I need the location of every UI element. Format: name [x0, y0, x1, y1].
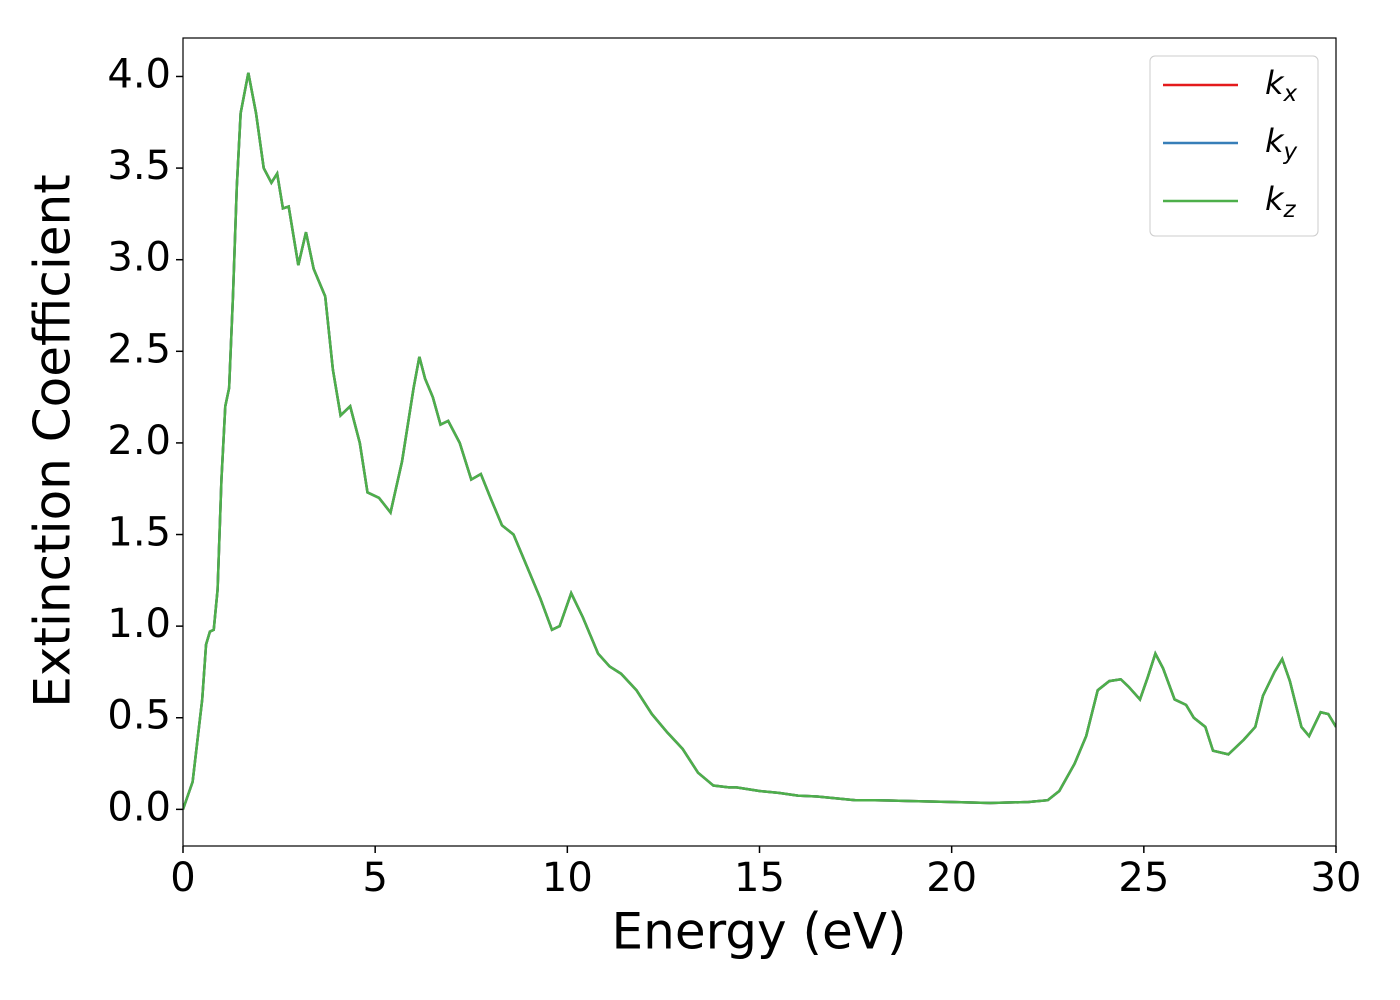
- legend-label: kz: [1265, 180, 1297, 223]
- axes-frame: [182, 37, 1337, 847]
- x-tick-label: 5: [362, 855, 387, 901]
- y-tick-label: 1.5: [107, 510, 171, 556]
- y-axis-label: Extinction Coefficient: [24, 174, 82, 708]
- legend-label: ky: [1265, 122, 1298, 165]
- x-tick-label: 20: [926, 855, 977, 901]
- x-tick-label: 15: [734, 855, 785, 901]
- x-tick-label: 30: [1311, 855, 1362, 901]
- x-tick-label: 10: [542, 855, 593, 901]
- y-tick-label: 0.0: [107, 784, 171, 830]
- y-tick-label: 2.5: [107, 326, 171, 372]
- y-tick-label: 1.0: [107, 601, 171, 647]
- y-tick-label: 3.5: [107, 143, 171, 189]
- x-tick-label: 0: [170, 855, 195, 901]
- y-tick-label: 2.0: [107, 418, 171, 464]
- y-tick-label: 4.0: [107, 51, 171, 97]
- x-axis-label: Energy (eV): [612, 903, 907, 961]
- y-tick-label: 0.5: [107, 693, 171, 739]
- legend-box: [1149, 55, 1319, 237]
- legend-label: kx: [1265, 64, 1298, 107]
- data-line: [183, 72, 1336, 810]
- x-tick-label: 25: [1118, 855, 1169, 901]
- y-tick-label: 3.0: [107, 235, 171, 281]
